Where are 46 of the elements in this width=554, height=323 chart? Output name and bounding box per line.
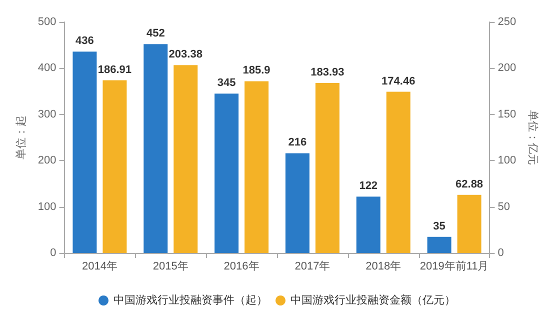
x-tick-label: 2016年 [224, 260, 260, 272]
y-tick-label: 300 [38, 108, 56, 120]
data-label: 185.9 [242, 64, 270, 77]
y2-axis-title: 单位：亿元 [526, 110, 540, 165]
y2-tick-label: 150 [498, 108, 516, 120]
data-label: 345 [217, 77, 236, 90]
x-tick-label: 2015年 [152, 260, 188, 272]
bar [174, 65, 198, 253]
y-axis-title: 单位：起 [14, 116, 28, 160]
y2-tick-label: 100 [498, 154, 516, 167]
bar [244, 81, 269, 253]
bar [457, 194, 482, 253]
y2-tick-label: 200 [498, 62, 516, 74]
data-label: 122 [359, 180, 378, 192]
bar [102, 80, 127, 253]
data-label: 216 [288, 136, 307, 149]
data-label: 186.91 [98, 64, 132, 76]
bar [285, 153, 310, 253]
bar [144, 44, 168, 253]
bar [72, 52, 97, 253]
x-tick-label: 2018年 [366, 260, 402, 272]
bar [315, 83, 340, 253]
y2-tick-label: 50 [498, 200, 510, 213]
y-tick-label: 400 [38, 62, 56, 74]
x-tick-label: 2019年前11月 [420, 260, 489, 272]
x-tick-label: 2017年 [294, 260, 330, 272]
data-label: 62.88 [456, 178, 484, 190]
y2-tick-label: 0 [498, 247, 504, 259]
data-label: 35 [433, 220, 446, 232]
legend-label: 中国游戏行业投融资金额（亿元） [290, 294, 456, 306]
y-tick-label: 500 [38, 16, 56, 28]
data-label: 452 [146, 28, 165, 40]
y-tick-label: 0 [50, 247, 56, 259]
y2-tick-label: 250 [498, 16, 516, 28]
data-label: 436 [76, 35, 94, 48]
data-label: 174.46 [382, 75, 416, 88]
legend-label: 中国游戏行业投融资事件（起） [114, 294, 268, 306]
data-label: 183.93 [310, 66, 344, 79]
bar [386, 92, 410, 253]
bar [356, 196, 380, 253]
bar [427, 236, 452, 253]
y-tick-label: 100 [38, 200, 56, 213]
data-label: 203.38 [168, 48, 202, 61]
x-tick-label: 2014年 [82, 260, 118, 272]
y-tick-label: 200 [38, 154, 56, 167]
bar [214, 94, 239, 253]
